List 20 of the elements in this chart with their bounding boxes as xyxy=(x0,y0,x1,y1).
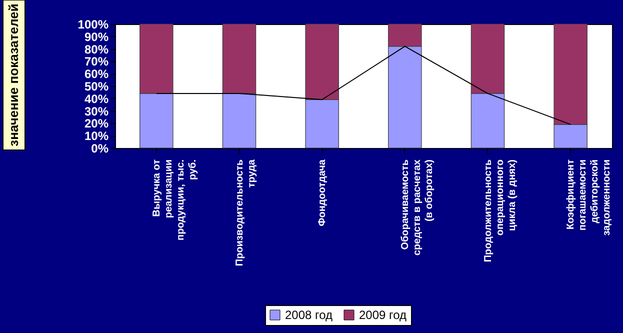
x-tick-label: Продолжительность операционного цикла (в днях) xyxy=(482,160,518,262)
y-tick-label: 60% xyxy=(84,67,109,82)
y-tick-label: 90% xyxy=(84,30,109,44)
y-tick-label: 20% xyxy=(84,116,109,131)
x-tick-label: Производительность труда xyxy=(234,159,258,266)
x-tick-label: Оборачиваемость средств в расчетах (в оборотах) xyxy=(400,159,435,256)
y-axis-title: значение показателей xyxy=(6,4,21,146)
x-tick-label: Выручка от реализации продукции, тыс. руб. xyxy=(151,159,198,240)
legend-label: 2009 год xyxy=(359,308,407,322)
y-tick-label: 100% xyxy=(78,18,109,32)
y-tick-label: 40% xyxy=(84,92,109,106)
y-tick-label: 70% xyxy=(84,54,109,69)
y-tick-label: 50% xyxy=(84,80,109,94)
y-tick-label: 0% xyxy=(91,142,109,156)
x-tick-label: Фондоотдача xyxy=(317,159,328,226)
y-tick-label: 10% xyxy=(84,129,109,144)
y-tick-label: 80% xyxy=(84,42,109,56)
legend-label: 2008 год xyxy=(285,308,333,322)
line-series xyxy=(156,46,572,125)
y-tick-label: 30% xyxy=(84,104,109,118)
